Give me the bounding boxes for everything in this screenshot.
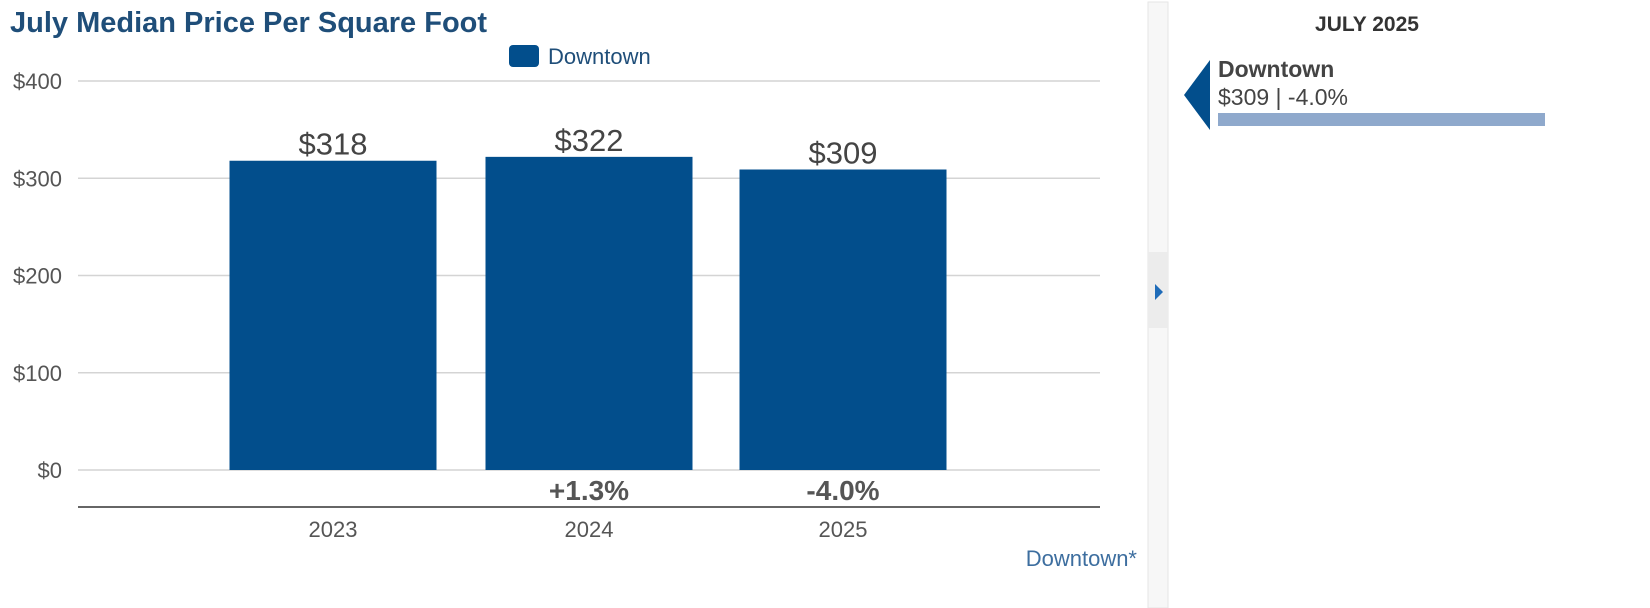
panel-month-label: JULY 2025 bbox=[1315, 13, 1419, 36]
x-tick-label: 2024 bbox=[565, 517, 614, 542]
data-label: $318 bbox=[299, 127, 368, 162]
panel-entry-value: $309 | -4.0% bbox=[1218, 84, 1348, 110]
legend[interactable]: Downtown bbox=[509, 44, 651, 69]
data-labels: $318 $322 $309 bbox=[299, 123, 878, 171]
x-tick-label: 2025 bbox=[819, 517, 868, 542]
footnote[interactable]: Downtown* bbox=[1026, 546, 1138, 571]
pointer-left-icon bbox=[1184, 60, 1210, 130]
bar[interactable] bbox=[739, 169, 947, 470]
y-tick-label: $300 bbox=[13, 166, 62, 191]
y-tick-label: $200 bbox=[13, 264, 62, 289]
data-label: $309 bbox=[809, 135, 878, 170]
panel-entry-name[interactable]: Downtown bbox=[1218, 56, 1334, 82]
y-tick-label: $100 bbox=[13, 361, 62, 386]
bar[interactable] bbox=[229, 160, 437, 470]
bars bbox=[229, 156, 947, 471]
side-panel: JULY 2025 Downtown $309 | -4.0% bbox=[1184, 13, 1545, 130]
bar[interactable] bbox=[485, 156, 693, 471]
data-label: $322 bbox=[555, 123, 624, 158]
change-label: -4.0% bbox=[806, 475, 879, 506]
caret-right-icon[interactable] bbox=[1155, 284, 1163, 300]
chart-title: July Median Price Per Square Foot bbox=[10, 7, 487, 39]
panel-entry-bar bbox=[1218, 113, 1545, 126]
y-tick-label: $400 bbox=[13, 69, 62, 94]
legend-label: Downtown bbox=[548, 44, 651, 69]
y-axis-ticks: $0 $100 $200 $300 $400 bbox=[13, 69, 62, 483]
x-axis-ticks: 2023 2024 2025 bbox=[309, 517, 868, 542]
change-labels: +1.3% -4.0% bbox=[549, 475, 880, 506]
legend-swatch bbox=[509, 45, 539, 67]
y-tick-label: $0 bbox=[38, 458, 62, 483]
x-tick-label: 2023 bbox=[309, 517, 358, 542]
change-label: +1.3% bbox=[549, 475, 629, 506]
